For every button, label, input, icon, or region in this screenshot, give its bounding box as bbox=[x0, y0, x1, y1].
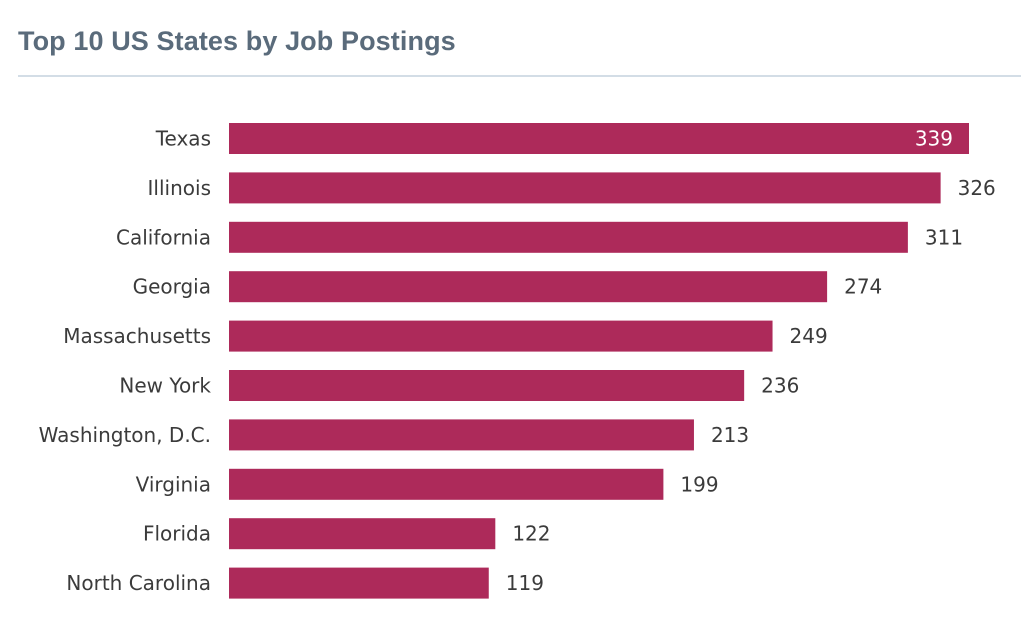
value-label: 122 bbox=[512, 522, 550, 546]
value-label: 249 bbox=[790, 324, 828, 348]
chart-title: Top 10 US States by Job Postings bbox=[18, 26, 456, 56]
value-label: 339 bbox=[915, 127, 953, 151]
category-label: California bbox=[116, 225, 211, 249]
category-label: Texas bbox=[155, 127, 211, 151]
title-divider bbox=[18, 75, 1021, 77]
value-label: 311 bbox=[925, 225, 963, 249]
category-label: Massachusetts bbox=[63, 324, 211, 348]
category-label: Florida bbox=[143, 522, 211, 546]
value-label: 274 bbox=[844, 275, 882, 299]
category-label: Washington, D.C. bbox=[39, 423, 211, 447]
category-label: Georgia bbox=[133, 275, 211, 299]
value-label: 236 bbox=[761, 374, 799, 398]
bar bbox=[229, 271, 828, 303]
category-label: North Carolina bbox=[66, 571, 211, 595]
bar bbox=[229, 320, 773, 352]
value-label: 326 bbox=[958, 176, 996, 200]
category-label: Virginia bbox=[136, 472, 211, 496]
bar bbox=[229, 221, 908, 253]
category-label: Illinois bbox=[148, 176, 211, 200]
bar bbox=[229, 567, 489, 599]
bar bbox=[229, 518, 496, 550]
value-label: 119 bbox=[506, 571, 544, 595]
category-label: New York bbox=[119, 374, 211, 398]
value-label: 213 bbox=[711, 423, 749, 447]
bar bbox=[229, 123, 969, 154]
bar bbox=[229, 419, 694, 451]
bar bbox=[229, 370, 745, 401]
bar bbox=[229, 172, 941, 204]
value-label: 199 bbox=[680, 472, 718, 496]
bar bbox=[229, 468, 664, 500]
